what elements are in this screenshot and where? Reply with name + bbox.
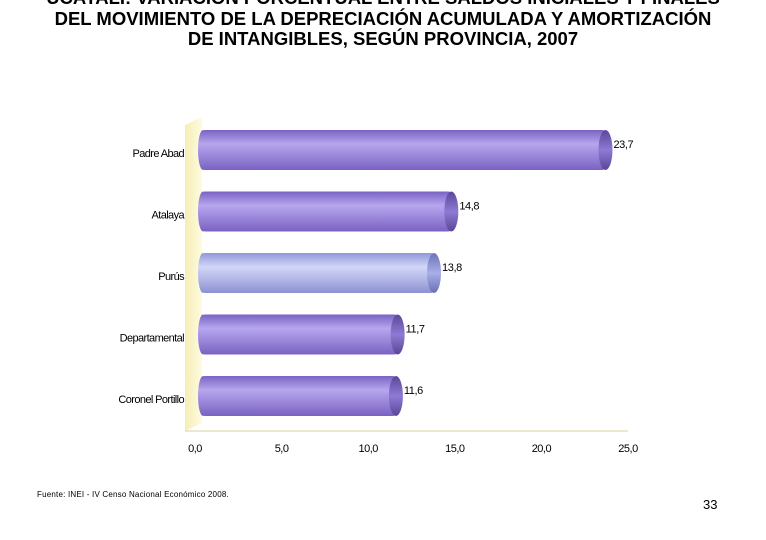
value-label: 13,8: [442, 262, 462, 274]
category-label: Departamental: [120, 333, 185, 345]
x-tick-label: 15,0: [445, 443, 465, 455]
bar-end-cap: [598, 130, 613, 170]
value-label: 11,6: [404, 385, 423, 397]
bar-start-cap: [198, 253, 208, 293]
page-number: 33: [703, 497, 718, 512]
category-label: Coronel Portillo: [118, 394, 184, 406]
x-tick-label: 10,0: [358, 443, 378, 455]
bar: [198, 314, 405, 355]
bar: [198, 376, 403, 416]
value-label: 11,7: [406, 324, 425, 336]
bar-start-cap: [198, 376, 208, 416]
x-tick-label: 5,0: [275, 443, 289, 455]
bar-start-cap: [198, 130, 208, 170]
chart-back-wall: [185, 117, 202, 431]
bar-body: [202, 191, 452, 232]
chart-title: UCAYALI: VARIACIÓN PORCENTUAL ENTRE SALD…: [46, 0, 720, 49]
value-label: 23,7: [613, 139, 633, 151]
bar: [198, 253, 442, 293]
bar-end-cap: [444, 191, 459, 232]
bar-end-cap: [427, 253, 442, 293]
bar: [198, 130, 613, 170]
bar-body: [202, 376, 396, 416]
category-label: Purús: [158, 271, 185, 283]
bar-end-cap: [388, 376, 403, 416]
source-note: Fuente: INEI - IV Censo Nacional Económi…: [37, 490, 229, 499]
bar-body: [202, 253, 435, 293]
category-label: Atalaya: [152, 210, 186, 222]
x-tick-label: 20,0: [532, 443, 552, 455]
bar-start-cap: [198, 191, 208, 232]
bar-start-cap: [198, 314, 208, 355]
bar-body: [202, 130, 606, 170]
bar-body: [202, 314, 398, 355]
x-tick-label: 25,0: [618, 443, 638, 455]
value-label: 14,8: [459, 201, 479, 213]
bar-end-cap: [390, 314, 405, 355]
x-tick-label: 0,0: [188, 443, 202, 455]
bar: [198, 191, 459, 232]
category-label: Padre Abad: [133, 148, 185, 160]
